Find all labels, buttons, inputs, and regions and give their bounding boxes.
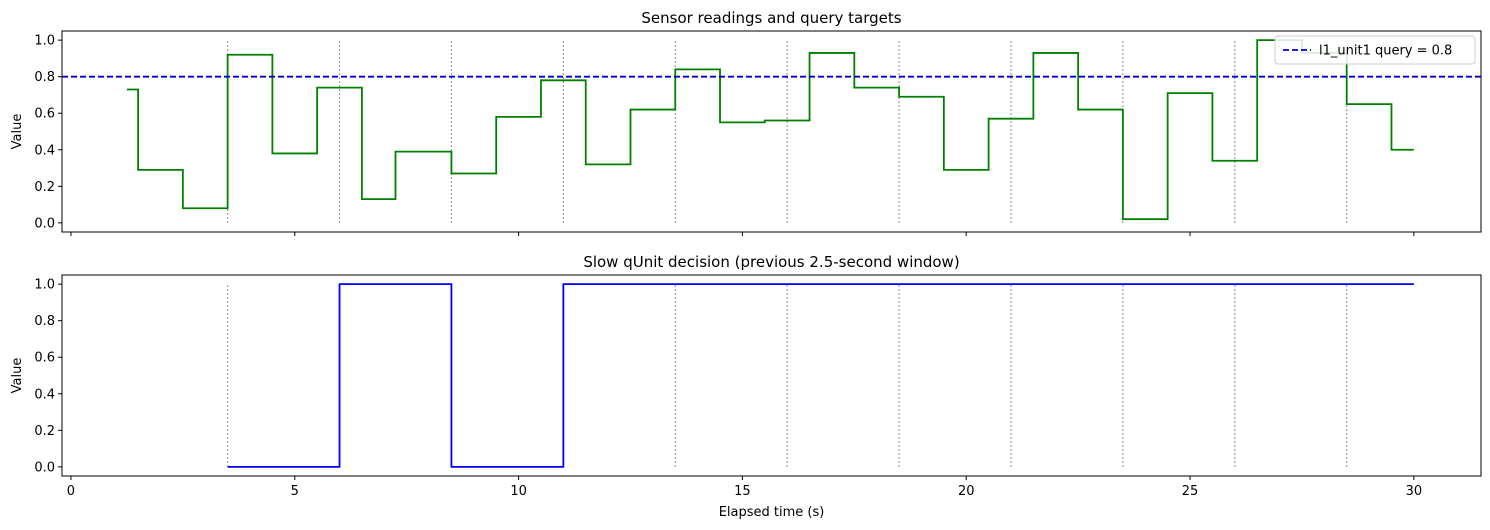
y-tick-label: 0.0 (34, 460, 55, 475)
x-tick-label: 20 (958, 484, 975, 499)
y-tick-label: 0.6 (34, 351, 55, 366)
y-tick-label: 0.2 (34, 180, 55, 195)
subplot-2: Slow qUnit decision (previous 2.5-second… (10, 253, 1482, 520)
y-tick-label: 1.0 (34, 278, 55, 293)
plot-frame (61, 30, 1482, 233)
series-line-1 (126, 39, 1414, 221)
series-line-1 (227, 283, 1414, 468)
chart-title: Slow qUnit decision (previous 2.5-second… (583, 253, 959, 271)
x-tick-label: 15 (734, 484, 751, 499)
legend-entry: l1_unit1 query = 0.8 (1319, 44, 1452, 59)
legend-box (1274, 35, 1476, 65)
chart-title: Sensor readings and query targets (641, 9, 901, 27)
x-tick-label: 5 (291, 484, 299, 499)
y-tick-label: 0.4 (34, 387, 55, 402)
y-axis-label: Value (10, 358, 25, 394)
x-tick-label: 10 (510, 484, 527, 499)
x-axis-label: Elapsed time (s) (719, 505, 825, 520)
legend: l1_unit1 query = 0.8 (1274, 35, 1476, 65)
y-tick-label: 0.0 (34, 216, 55, 231)
y-tick-label: 0.8 (34, 314, 55, 329)
y-axis-label: Value (10, 114, 25, 150)
x-tick-label: 30 (1406, 484, 1423, 499)
y-tick-label: 1.0 (34, 34, 55, 49)
subplot-1: Sensor readings and query targets 0.0 0.2 0… (10, 9, 1482, 236)
y-tick-label: 0.6 (34, 107, 55, 122)
x-tick-label: 25 (1182, 484, 1199, 499)
y-tick-label: 0.4 (34, 143, 55, 158)
plot-frame (61, 274, 1482, 477)
y-tick-label: 0.8 (34, 70, 55, 85)
x-tick-label: 0 (67, 484, 75, 499)
y-tick-label: 0.2 (34, 424, 55, 439)
